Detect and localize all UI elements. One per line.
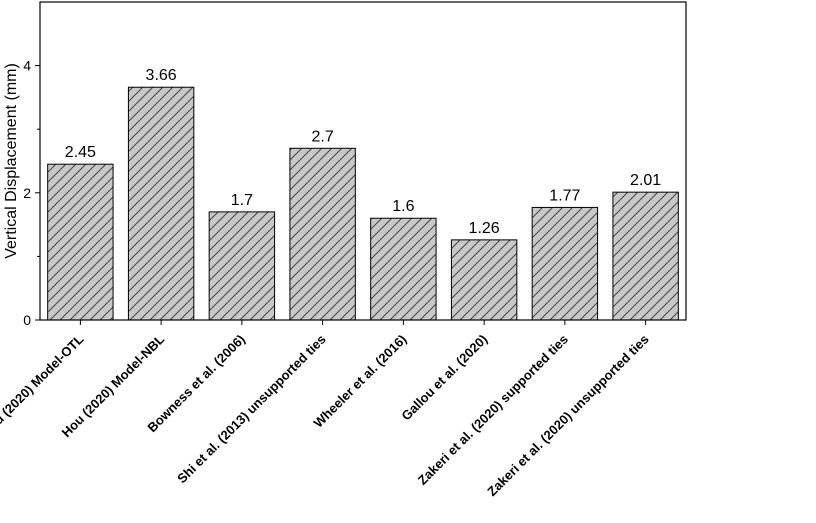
bar bbox=[208, 211, 276, 321]
plot-frame bbox=[39, 1, 687, 321]
bar bbox=[612, 191, 679, 321]
bar-value-label: 2.01 bbox=[630, 172, 661, 189]
y-axis-title: Vertical Displacement (mm) bbox=[3, 63, 20, 259]
x-tick-label: Zakeri et al. (2020) unsupported ties bbox=[484, 332, 651, 499]
bar bbox=[289, 147, 356, 321]
y-tick-label: 0 bbox=[23, 312, 31, 328]
bar bbox=[450, 239, 518, 321]
bar bbox=[47, 163, 114, 321]
bars-layer bbox=[47, 86, 679, 321]
y-tick-label: 4 bbox=[23, 58, 31, 74]
bar-value-label: 1.26 bbox=[469, 220, 500, 237]
x-tick-label: Shi et al. (2013) unsupported ties bbox=[174, 332, 329, 487]
x-tick-label: Zakeri et al. (2020) supported ties bbox=[415, 332, 571, 488]
bar-value-label: 2.45 bbox=[65, 144, 96, 161]
bar-value-label: 1.77 bbox=[549, 187, 580, 204]
bar bbox=[531, 206, 599, 321]
x-tick-label: Wheeler et al. (2016) bbox=[311, 332, 410, 431]
bar bbox=[127, 86, 195, 321]
x-tick-label: Gallou et al. (2020) bbox=[398, 332, 490, 424]
value-labels-layer: 2.45 3.66 1.7 2.7 1.6 1.26 1.77 2.01 bbox=[65, 67, 661, 237]
bar-value-label: 1.7 bbox=[231, 192, 253, 209]
bar bbox=[370, 217, 437, 321]
bar-value-label: 1.6 bbox=[392, 198, 414, 215]
y-tick-label: 2 bbox=[23, 185, 31, 201]
bar-value-label: 3.66 bbox=[146, 67, 177, 84]
y-axis: 0 2 4 bbox=[23, 58, 40, 328]
bar-value-label: 2.7 bbox=[312, 128, 334, 145]
